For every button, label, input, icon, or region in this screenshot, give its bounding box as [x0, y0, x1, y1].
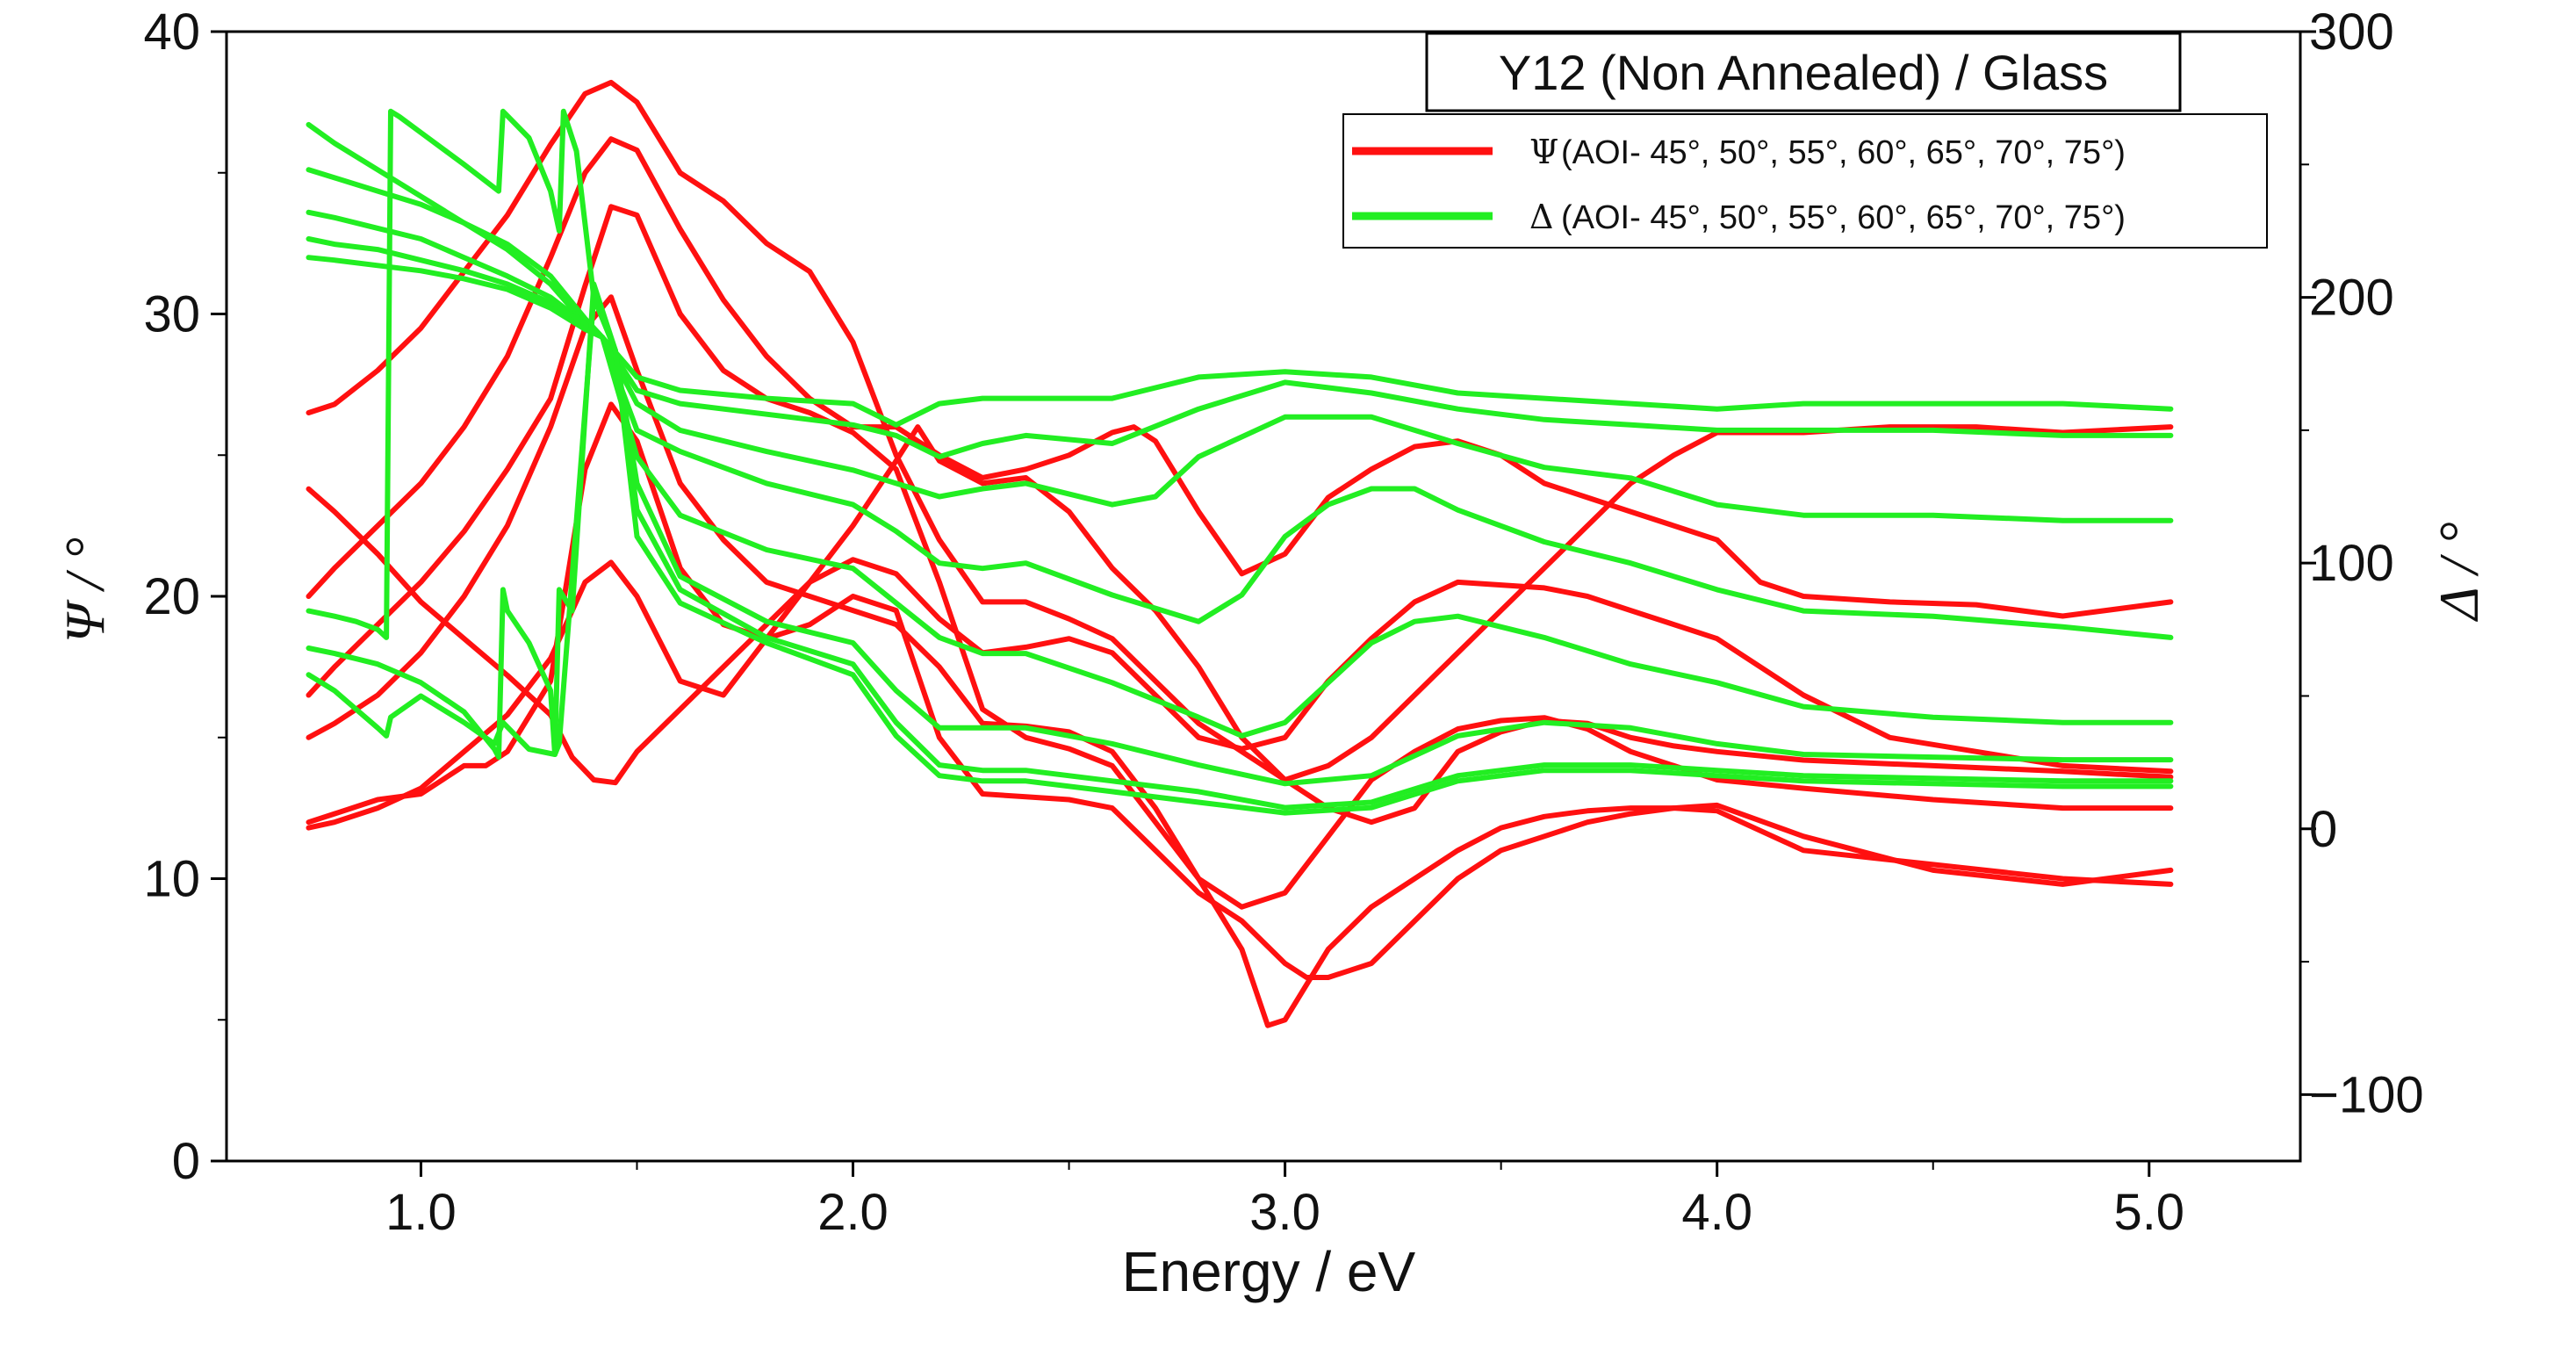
x-tick-label: 5.0 — [2113, 1184, 2184, 1241]
y-left-tick-label: 20 — [143, 568, 200, 625]
x-tick-label: 3.0 — [1249, 1184, 1320, 1241]
y-left-axis-ticks: 0 10 20 30 40 — [143, 4, 227, 1190]
psi-series-line-2 — [306, 486, 2174, 786]
x-axis-title: Energy / eV — [1122, 1240, 1416, 1303]
y-right-axis-ticks: −100 0 100 200 300 — [2300, 4, 2424, 1123]
y-right-tick-label: 100 — [2309, 535, 2394, 592]
y-left-axis-title: Ψ / ° — [54, 537, 116, 643]
y-left-tick-label: 10 — [143, 851, 200, 908]
psi-series-line-7 — [306, 424, 2174, 831]
delta-series-line-7 — [306, 281, 2174, 811]
legend-delta-symbol: Δ — [1529, 198, 1553, 236]
x-tick-label: 4.0 — [1681, 1184, 1752, 1241]
legend-title: Y12 (Non Annealed) / Glass — [1499, 45, 2108, 100]
y-right-axis-title: Δ / ° — [2428, 522, 2490, 623]
y-right-tick-label: 300 — [2309, 4, 2394, 61]
delta-series-line-6 — [306, 108, 2174, 787]
legend: Y12 (Non Annealed) / Glass Ψ (AOI- 45°, … — [1342, 32, 2268, 249]
legend-psi-label: (AOI- 45°, 50°, 55°, 60°, 65°, 70°, 75°) — [1561, 134, 2126, 171]
delta-series-line-1 — [306, 121, 2174, 428]
delta-series-line-8 — [306, 294, 2174, 816]
delta-series-line-3 — [306, 209, 2174, 523]
psi-series-line-6 — [306, 401, 2174, 980]
delta-series-group — [306, 108, 2174, 816]
psi-series-line-4 — [306, 204, 2174, 910]
x-tick-label: 2.0 — [817, 1184, 889, 1241]
y-right-tick-label: 200 — [2309, 270, 2394, 327]
legend-title-box — [1425, 32, 2182, 112]
y-left-tick-label: 0 — [172, 1133, 200, 1190]
y-left-tick-label: 30 — [143, 286, 200, 343]
y-right-tick-label: 0 — [2309, 801, 2337, 858]
legend-psi-symbol: Ψ — [1529, 133, 1558, 171]
delta-series-line-4 — [306, 236, 2174, 640]
delta-series-line-5 — [306, 255, 2174, 739]
delta-series-line-2 — [306, 167, 2174, 460]
legend-entries-box — [1342, 113, 2268, 249]
y-right-tick-label: −100 — [2309, 1066, 2424, 1123]
x-tick-label: 1.0 — [385, 1184, 457, 1241]
x-axis-ticks: 1.0 2.0 3.0 4.0 5.0 — [385, 1161, 2184, 1241]
y-left-tick-label: 40 — [143, 4, 200, 61]
legend-delta-label: (AOI- 45°, 50°, 55°, 60°, 65°, 70°, 75°) — [1561, 199, 2126, 236]
